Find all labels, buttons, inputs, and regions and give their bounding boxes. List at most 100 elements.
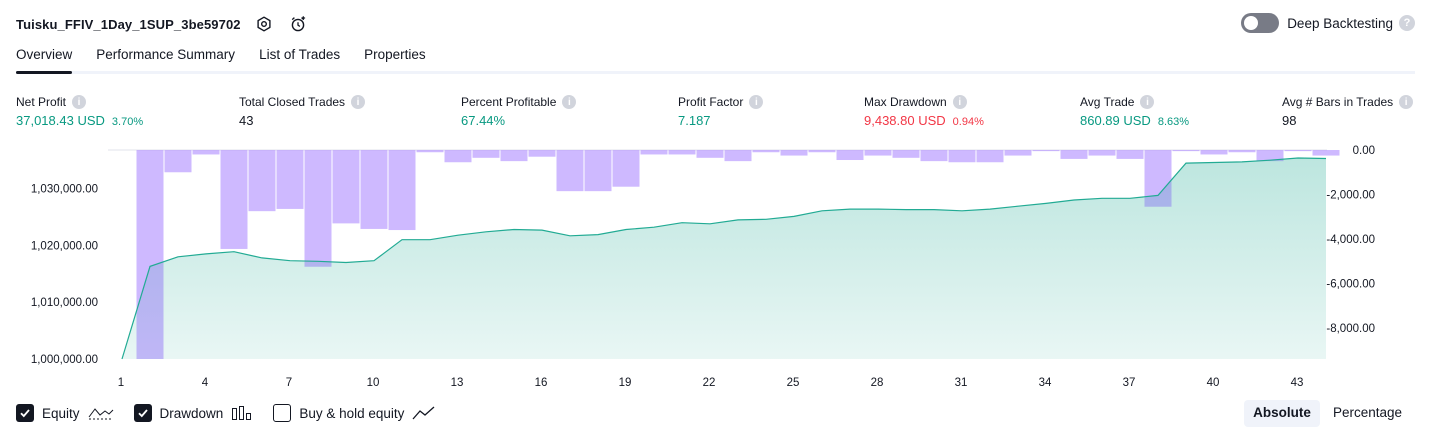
drawdown-bar-overlay [136, 150, 164, 359]
drawdown-bar [612, 150, 640, 187]
drawdown-bars-overlay [136, 150, 1340, 359]
equity-line [121, 157, 1327, 360]
x-axis-tick: 37 [1123, 377, 1136, 389]
value-mode-switch: Absolute Percentage [1244, 400, 1411, 427]
equity-drawdown-chart[interactable]: 1,000,000.00 1,010,000.00 1,020,000.00 1,03… [0, 140, 1431, 396]
info-icon[interactable]: i [1399, 95, 1414, 109]
absolute-button[interactable]: Absolute [1244, 400, 1320, 427]
drawdown-bar-overlay [220, 150, 248, 249]
drawdown-bar [696, 150, 724, 158]
drawdown-bar-overlay [920, 150, 948, 162]
deep-backtesting-toggle[interactable] [1241, 13, 1280, 33]
tab-list-of-trades[interactable]: List of Trades [259, 47, 341, 62]
drawdown-bar-overlay [500, 150, 528, 162]
metric-label: Percent Profitable [461, 95, 557, 109]
metric-value: 43 [239, 113, 254, 128]
drawdown-bar [808, 150, 836, 153]
right-axis-tick: -8,000.00 [1326, 323, 1375, 335]
drawdown-bar [1060, 150, 1088, 159]
legend-equity[interactable]: Equity [16, 404, 114, 422]
metric-label: Max Drawdown [864, 95, 947, 109]
info-icon[interactable]: i [351, 95, 366, 109]
drawdown-bar [864, 150, 892, 156]
drawdown-bar-overlay [1004, 150, 1032, 156]
drawdown-bar [472, 150, 500, 158]
drawdown-bar [1172, 150, 1200, 152]
help-icon[interactable]: ? [1399, 15, 1415, 31]
drawdown-bar [556, 150, 584, 192]
legend-drawdown[interactable]: Drawdown [133, 404, 254, 422]
drawdown-bar-overlay [1088, 150, 1116, 156]
metric-percent: 3.70% [111, 116, 144, 128]
drawdown-bar [920, 150, 948, 162]
drawdown-bar-overlay [332, 150, 360, 224]
add-alert-icon[interactable] [287, 13, 309, 35]
info-icon[interactable]: i [562, 95, 577, 109]
metric-profit-factor: Profit Factor i 7.187 [678, 94, 764, 128]
drawdown-bar-overlay [304, 150, 332, 267]
drawdown-bar-overlay [276, 150, 304, 209]
metric-percent-profitable: Percent Profitable i 67.44% [461, 94, 577, 128]
equity-checkbox[interactable] [16, 404, 34, 422]
drawdown-bar-overlay [1228, 150, 1256, 153]
metric-label: Avg # Bars in Trades [1282, 95, 1394, 109]
strategy-header: Tuisku_FFIV_1Day_1SUP_3be59702 [16, 12, 309, 36]
drawdown-bar [1088, 150, 1116, 156]
drawdown-bar [780, 150, 808, 156]
settings-icon[interactable] [253, 13, 275, 35]
drawdown-bar [584, 150, 612, 192]
metric-label: Net Profit [16, 95, 67, 109]
drawdown-bar-overlay [192, 150, 220, 155]
x-axis-tick: 16 [535, 377, 548, 389]
drawdown-bar-overlay [1172, 150, 1200, 152]
drawdown-bar [332, 150, 360, 224]
equity-area [122, 158, 1326, 359]
metric-value: 9,438.80 USD [864, 113, 946, 128]
drawdown-bar-overlay [668, 150, 696, 155]
right-axis-tick: -2,000.00 [1326, 189, 1375, 201]
drawdown-bar-overlay [388, 150, 416, 231]
drawdown-bar-overlay [864, 150, 892, 156]
drawdown-bar-overlay [780, 150, 808, 156]
left-axis-tick: 1,020,000.00 [31, 240, 98, 252]
metric-percent: 8.63% [1157, 116, 1190, 128]
strategy-name: Tuisku_FFIV_1Day_1SUP_3be59702 [16, 16, 241, 32]
tab-performance-summary[interactable]: Performance Summary [96, 47, 236, 62]
drawdown-bar-overlay [444, 150, 472, 163]
buy-hold-checkbox[interactable] [273, 404, 292, 422]
drawdown-bar [276, 150, 304, 209]
drawdown-bar-overlay [1256, 150, 1284, 162]
tab-properties[interactable]: Properties [364, 47, 426, 62]
legend-buy-hold-equity[interactable]: Buy & hold equity [273, 404, 436, 422]
info-icon[interactable]: i [749, 95, 764, 109]
drawdown-bar-overlay [248, 150, 276, 212]
percentage-button[interactable]: Percentage [1332, 405, 1402, 420]
buy-hold-line-icon [412, 405, 436, 421]
drawdown-bar [416, 150, 444, 153]
report-tabs: Overview Performance Summary List of Tra… [16, 47, 1415, 74]
drawdown-bar [724, 150, 752, 162]
x-axis-tick: 43 [1291, 377, 1304, 389]
drawdown-bar [248, 150, 276, 212]
deep-backtesting-label: Deep Backtesting [1287, 15, 1393, 31]
x-axis-tick: 4 [202, 377, 209, 389]
drawdown-bar-overlay [472, 150, 500, 158]
drawdown-bar [444, 150, 472, 163]
drawdown-bar-overlay [1060, 150, 1088, 159]
x-axis-tick: 40 [1207, 377, 1220, 389]
metric-max-drawdown: Max Drawdown i 9,438.80 USD 0.94% [864, 94, 984, 128]
drawdown-bar-overlay [808, 150, 836, 153]
right-axis-tick: -6,000.00 [1326, 278, 1375, 290]
metric-value: 860.89 USD [1080, 113, 1151, 128]
right-axis-tick: -4,000.00 [1326, 234, 1375, 246]
tab-overview[interactable]: Overview [16, 47, 73, 74]
drawdown-bar-overlay [1284, 150, 1312, 152]
drawdown-bar [1004, 150, 1032, 156]
drawdown-bar-overlay [1200, 150, 1228, 155]
info-icon[interactable]: i [72, 95, 87, 109]
left-axis: 1,000,000.00 1,010,000.00 1,020,000.00 1,03… [31, 184, 98, 366]
info-icon[interactable]: i [1140, 95, 1155, 109]
deep-backtesting: Deep Backtesting ? [1241, 13, 1415, 33]
info-icon[interactable]: i [952, 95, 967, 109]
drawdown-checkbox[interactable] [133, 404, 152, 422]
